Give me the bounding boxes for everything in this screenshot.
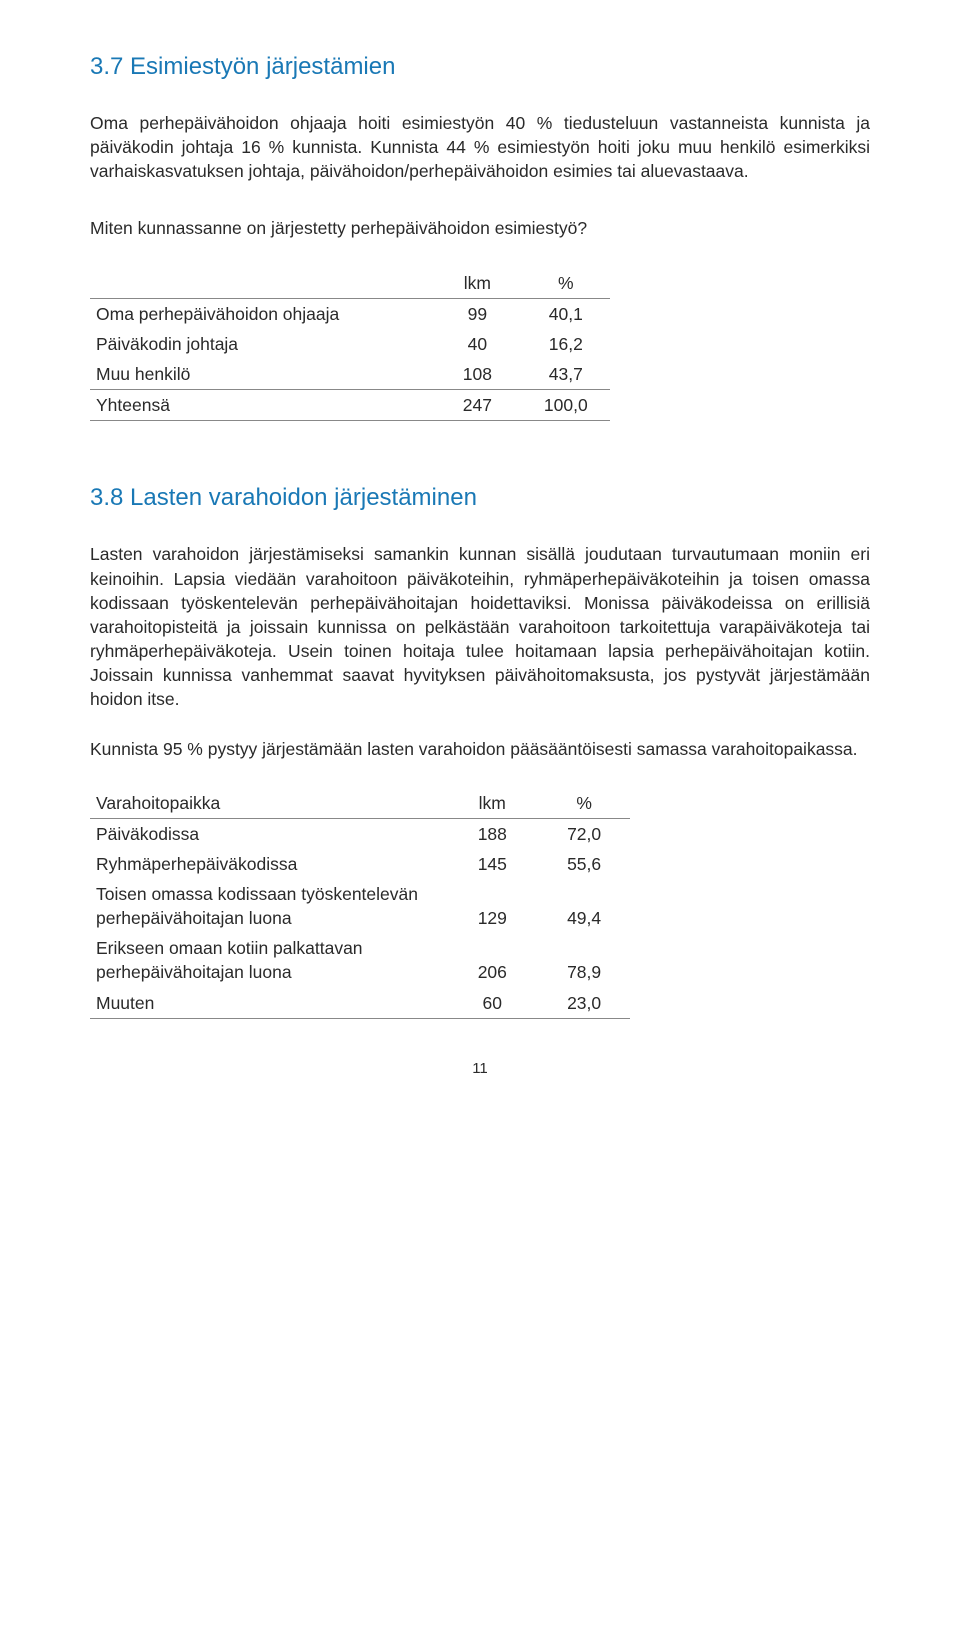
table-cell: 72,0 [538, 818, 630, 849]
table-cell: 78,9 [538, 933, 630, 987]
table-header-cell: % [522, 268, 610, 299]
table-row: Ryhmäperhepäiväkodissa 145 55,6 [90, 849, 630, 879]
table-cell: 55,6 [538, 849, 630, 879]
table-cell: 49,4 [538, 879, 630, 933]
table-3-7: lkm % Oma perhepäivähoidon ohjaaja 99 40… [90, 268, 610, 422]
table-total-row: Yhteensä 247 100,0 [90, 390, 610, 421]
table-row: Toisen omassa kodissaan työskentelevän p… [90, 879, 630, 933]
section-3-7-paragraph: Oma perhepäivähoidon ohjaaja hoiti esimi… [90, 111, 870, 183]
section-3-7-question: Miten kunnassanne on järjestetty perhepä… [90, 216, 870, 240]
table-header-cell [90, 268, 433, 299]
table-3-8: Varahoitopaikka lkm % Päiväkodissa 188 7… [90, 788, 630, 1019]
table-header-row: lkm % [90, 268, 610, 299]
page-number: 11 [90, 1059, 870, 1080]
table-cell: Muuten [90, 988, 446, 1019]
section-3-8-paragraph-2: Kunnista 95 % pystyy järjestämään lasten… [90, 737, 870, 761]
table-cell: 145 [446, 849, 538, 879]
table-cell: 60 [446, 988, 538, 1019]
table-cell: Muu henkilö [90, 359, 433, 390]
section-3-8-heading: 3.8 Lasten varahoidon järjestäminen [90, 481, 870, 514]
table-cell: Yhteensä [90, 390, 433, 421]
table-row: Päiväkodin johtaja 40 16,2 [90, 329, 610, 359]
table-cell: 129 [446, 879, 538, 933]
table-header-cell: lkm [433, 268, 521, 299]
table-cell: 40 [433, 329, 521, 359]
table-header-row: Varahoitopaikka lkm % [90, 788, 630, 819]
table-cell: Oma perhepäivähoidon ohjaaja [90, 298, 433, 329]
table-cell: 247 [433, 390, 521, 421]
table-cell: Päiväkodin johtaja [90, 329, 433, 359]
section-3-8-paragraph-1: Lasten varahoidon järjestämiseksi samank… [90, 542, 870, 711]
table-header-cell: % [538, 788, 630, 819]
table-row: Erikseen omaan kotiin palkattavan perhep… [90, 933, 630, 987]
table-cell: 99 [433, 298, 521, 329]
table-cell: 108 [433, 359, 521, 390]
table-cell: 43,7 [522, 359, 610, 390]
table-cell: 206 [446, 933, 538, 987]
table-cell: Ryhmäperhepäiväkodissa [90, 849, 446, 879]
table-row: Oma perhepäivähoidon ohjaaja 99 40,1 [90, 298, 610, 329]
table-cell: 40,1 [522, 298, 610, 329]
table-row: Muuten 60 23,0 [90, 988, 630, 1019]
table-row: Päiväkodissa 188 72,0 [90, 818, 630, 849]
section-3-7-heading: 3.7 Esimiestyön järjestämien [90, 50, 870, 83]
table-cell: Erikseen omaan kotiin palkattavan perhep… [90, 933, 446, 987]
table-cell: 100,0 [522, 390, 610, 421]
table-cell: 16,2 [522, 329, 610, 359]
table-header-cell: Varahoitopaikka [90, 788, 446, 819]
table-row: Muu henkilö 108 43,7 [90, 359, 610, 390]
table-header-cell: lkm [446, 788, 538, 819]
table-cell: Päiväkodissa [90, 818, 446, 849]
table-cell: Toisen omassa kodissaan työskentelevän p… [90, 879, 446, 933]
table-cell: 188 [446, 818, 538, 849]
table-cell: 23,0 [538, 988, 630, 1019]
